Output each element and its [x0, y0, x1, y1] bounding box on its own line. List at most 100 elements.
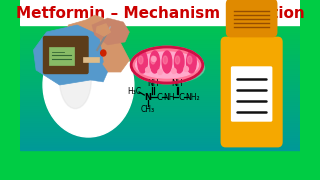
Bar [20, 28, 300, 30]
Bar [20, 60, 300, 62]
Bar [20, 86, 300, 88]
Ellipse shape [136, 52, 198, 78]
Bar [20, 67, 300, 69]
Bar [20, 11, 300, 13]
Circle shape [101, 50, 106, 56]
Bar [20, 95, 300, 98]
Bar [20, 39, 300, 41]
Bar [20, 138, 300, 141]
Bar [20, 105, 300, 107]
Circle shape [184, 66, 188, 71]
Bar [20, 30, 300, 32]
Ellipse shape [188, 56, 192, 64]
Polygon shape [96, 24, 110, 36]
Ellipse shape [175, 56, 180, 64]
Bar [20, 63, 300, 66]
Circle shape [43, 33, 134, 137]
Ellipse shape [60, 51, 91, 109]
Bar [20, 101, 300, 103]
Bar [20, 48, 300, 51]
Bar [20, 108, 300, 111]
Text: Metformin – Mechanism Of Action: Metformin – Mechanism Of Action [16, 6, 304, 21]
Bar [20, 20, 300, 22]
Bar [20, 97, 300, 99]
Bar [20, 43, 300, 45]
Bar [20, 69, 300, 71]
Ellipse shape [131, 47, 203, 83]
Polygon shape [34, 25, 103, 85]
Bar [20, 0, 300, 25]
Bar [20, 131, 300, 133]
Circle shape [146, 68, 150, 73]
Bar [20, 106, 300, 109]
Bar [20, 13, 300, 15]
Bar [20, 123, 300, 126]
Bar [20, 41, 300, 43]
Bar [20, 110, 300, 112]
Bar [20, 89, 300, 92]
Bar [20, 112, 300, 114]
Polygon shape [90, 62, 108, 82]
Bar [20, 5, 300, 8]
Bar [20, 120, 300, 122]
Bar [20, 75, 300, 77]
Bar [20, 56, 300, 58]
Bar [20, 3, 300, 6]
Bar [20, 0, 300, 2]
Bar [20, 54, 300, 56]
Bar [20, 82, 300, 84]
Bar [20, 22, 300, 24]
Text: N: N [144, 93, 151, 102]
Text: C: C [156, 93, 162, 102]
Bar [20, 99, 300, 101]
Bar [20, 24, 300, 26]
Bar [20, 46, 300, 49]
Bar [20, 136, 300, 139]
Bar [20, 71, 300, 73]
Ellipse shape [163, 56, 167, 64]
Bar [20, 31, 300, 34]
Bar [83, 57, 99, 62]
Bar [20, 148, 300, 150]
Bar [20, 61, 300, 64]
Bar [20, 35, 300, 37]
Ellipse shape [150, 51, 160, 73]
FancyBboxPatch shape [232, 67, 272, 121]
FancyBboxPatch shape [227, 0, 276, 36]
FancyBboxPatch shape [236, 26, 267, 44]
FancyBboxPatch shape [44, 37, 88, 73]
Ellipse shape [139, 56, 143, 64]
Bar [20, 37, 300, 39]
Bar [20, 144, 300, 146]
Bar [20, 15, 300, 17]
Text: CH₃: CH₃ [141, 105, 155, 114]
Bar [20, 133, 300, 135]
Bar [20, 121, 300, 124]
Text: NH: NH [147, 78, 159, 87]
Bar [20, 7, 300, 9]
Bar [20, 33, 300, 36]
Text: H₃C: H₃C [127, 87, 141, 96]
Bar [20, 134, 300, 137]
Bar [49, 47, 74, 65]
Ellipse shape [151, 56, 155, 64]
Bar [20, 93, 300, 96]
Ellipse shape [187, 51, 196, 73]
Text: NH₂: NH₂ [185, 93, 200, 102]
Text: NH: NH [172, 78, 183, 87]
Bar [20, 18, 300, 21]
Bar [20, 50, 300, 53]
Circle shape [172, 69, 176, 73]
Bar [20, 26, 300, 28]
Bar [20, 73, 300, 75]
Ellipse shape [174, 51, 184, 73]
Bar [20, 78, 300, 81]
Polygon shape [92, 18, 130, 45]
Polygon shape [86, 15, 108, 30]
Bar [20, 114, 300, 116]
Bar [20, 129, 300, 131]
Bar [20, 118, 300, 120]
FancyBboxPatch shape [222, 38, 281, 146]
Circle shape [152, 57, 156, 62]
Ellipse shape [138, 51, 147, 73]
